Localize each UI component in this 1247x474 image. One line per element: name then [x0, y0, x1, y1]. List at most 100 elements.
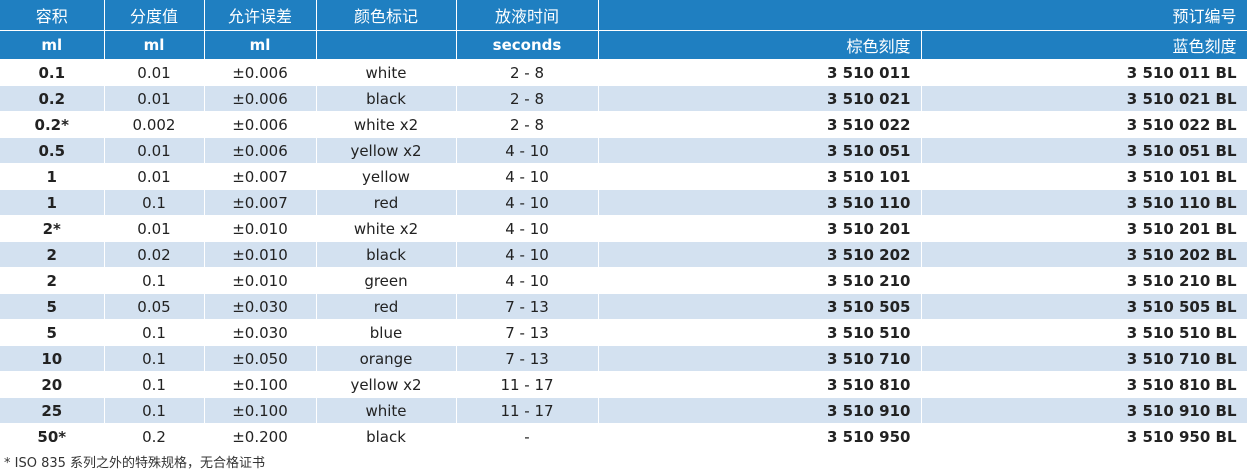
cell-subdivision: 0.1	[104, 371, 205, 398]
cell-order-brown: 3 510 201	[598, 215, 922, 242]
cell-color-code: yellow x2	[316, 371, 457, 398]
cell-outflow-time: 4 - 10	[456, 189, 599, 216]
cell-volume: 5	[0, 293, 105, 320]
cell-subdivision: 0.1	[104, 267, 205, 294]
cell-subdivision: 0.002	[104, 111, 205, 138]
cell-order-blue: 3 510 201 BL	[921, 215, 1247, 242]
cell-outflow-time: 2 - 8	[456, 111, 599, 138]
cell-color-code: red	[316, 189, 457, 216]
subheader-blue-graduation: 蓝色刻度	[921, 30, 1247, 60]
header-row-titles: 容积 分度值 允许误差 颜色标记 放液时间 预订编号	[0, 0, 1247, 31]
cell-order-blue: 3 510 810 BL	[921, 371, 1247, 398]
cell-volume: 5	[0, 319, 105, 346]
table-row: 2 0.02 ±0.010 black 4 - 10 3 510 202 3 510 202…	[0, 241, 1247, 268]
cell-tolerance: ±0.030	[204, 293, 317, 320]
cell-tolerance: ±0.006	[204, 137, 317, 164]
cell-order-blue: 3 510 051 BL	[921, 137, 1247, 164]
cell-color-code: black	[316, 423, 457, 450]
cell-volume: 2	[0, 241, 105, 268]
cell-order-blue: 3 510 210 BL	[921, 267, 1247, 294]
cell-order-brown: 3 510 505	[598, 293, 922, 320]
cell-volume: 50*	[0, 423, 105, 450]
table-row: 2* 0.01 ±0.010 white x2 4 - 10 3 510 201 3 510…	[0, 215, 1247, 242]
cell-volume: 1	[0, 189, 105, 216]
cell-subdivision: 0.1	[104, 397, 205, 424]
table-row: 50* 0.2 ±0.200 black -3 510 950 3 510 950 BL	[0, 423, 1247, 450]
unit-outflow-time: seconds	[456, 30, 599, 60]
table-row: 0.5 0.01 ±0.006 yellow x2 4 - 10 3 510 051 3 5…	[0, 137, 1247, 164]
col-header-color-code: 颜色标记	[316, 0, 457, 31]
cell-color-code: yellow	[316, 163, 457, 190]
cell-tolerance: ±0.007	[204, 189, 317, 216]
subheader-brown-graduation: 棕色刻度	[598, 30, 922, 60]
cell-color-code: black	[316, 85, 457, 112]
col-header-tolerance: 允许误差	[204, 0, 317, 31]
table-row: 5 0.05 ±0.030 red 7 - 13 3 510 505 3 510 505 B…	[0, 293, 1247, 320]
cell-order-blue: 3 510 910 BL	[921, 397, 1247, 424]
cell-subdivision: 0.1	[104, 189, 205, 216]
cell-outflow-time: 7 - 13	[456, 293, 599, 320]
cell-tolerance: ±0.006	[204, 59, 317, 86]
cell-outflow-time: 2 - 8	[456, 85, 599, 112]
unit-tolerance: ml	[204, 30, 317, 60]
cell-order-brown: 3 510 710	[598, 345, 922, 372]
cell-tolerance: ±0.050	[204, 345, 317, 372]
cell-volume: 2	[0, 267, 105, 294]
table-row: 10 0.1 ±0.050 orange 7 - 13 3 510 710 3 510 71…	[0, 345, 1247, 372]
unit-color-code	[316, 30, 457, 60]
cell-order-blue: 3 510 505 BL	[921, 293, 1247, 320]
table-row: 1 0.01 ±0.007 yellow 4 - 10 3 510 101 3 510 10…	[0, 163, 1247, 190]
cell-subdivision: 0.01	[104, 137, 205, 164]
col-header-subdivision: 分度值	[104, 0, 205, 31]
col-header-order-number: 预订编号	[598, 0, 1247, 31]
cell-order-brown: 3 510 810	[598, 371, 922, 398]
cell-tolerance: ±0.200	[204, 423, 317, 450]
cell-color-code: white	[316, 397, 457, 424]
cell-volume: 1	[0, 163, 105, 190]
unit-volume: ml	[0, 30, 105, 60]
cell-tolerance: ±0.006	[204, 85, 317, 112]
cell-outflow-time: 4 - 10	[456, 137, 599, 164]
cell-tolerance: ±0.006	[204, 111, 317, 138]
cell-outflow-time: 11 - 17	[456, 397, 599, 424]
col-header-outflow-time: 放液时间	[456, 0, 599, 31]
cell-order-blue: 3 510 950 BL	[921, 423, 1247, 450]
cell-color-code: white	[316, 59, 457, 86]
cell-color-code: red	[316, 293, 457, 320]
cell-order-brown: 3 510 910	[598, 397, 922, 424]
cell-tolerance: ±0.010	[204, 215, 317, 242]
pipette-spec-table: 容积 分度值 允许误差 颜色标记 放液时间 预订编号 ml ml ml seco…	[0, 0, 1247, 450]
table-row: 20 0.1 ±0.100 yellow x2 11 - 17 3 510 810 3 51…	[0, 371, 1247, 398]
cell-order-brown: 3 510 510	[598, 319, 922, 346]
cell-outflow-time: -	[456, 423, 599, 450]
cell-outflow-time: 2 - 8	[456, 59, 599, 86]
cell-outflow-time: 4 - 10	[456, 241, 599, 268]
cell-volume: 0.2	[0, 85, 105, 112]
cell-order-brown: 3 510 021	[598, 85, 922, 112]
cell-subdivision: 0.01	[104, 59, 205, 86]
cell-volume: 20	[0, 371, 105, 398]
cell-order-blue: 3 510 510 BL	[921, 319, 1247, 346]
footnote: * ISO 835 系列之外的特殊规格，无合格证书	[4, 456, 266, 471]
cell-outflow-time: 11 - 17	[456, 371, 599, 398]
cell-outflow-time: 4 - 10	[456, 163, 599, 190]
cell-tolerance: ±0.007	[204, 163, 317, 190]
cell-order-brown: 3 510 022	[598, 111, 922, 138]
table-row: 5 0.1 ±0.030 blue 7 - 13 3 510 510 3 510 510 B…	[0, 319, 1247, 346]
cell-order-blue: 3 510 021 BL	[921, 85, 1247, 112]
cell-order-blue: 3 510 110 BL	[921, 189, 1247, 216]
cell-color-code: orange	[316, 345, 457, 372]
table-row: 2 0.1 ±0.010 green 4 - 10 3 510 210 3 510 210 …	[0, 267, 1247, 294]
cell-subdivision: 0.02	[104, 241, 205, 268]
cell-subdivision: 0.01	[104, 163, 205, 190]
unit-subdivision: ml	[104, 30, 205, 60]
cell-order-brown: 3 510 110	[598, 189, 922, 216]
cell-subdivision: 0.01	[104, 85, 205, 112]
cell-outflow-time: 7 - 13	[456, 345, 599, 372]
cell-order-brown: 3 510 210	[598, 267, 922, 294]
cell-tolerance: ±0.010	[204, 267, 317, 294]
